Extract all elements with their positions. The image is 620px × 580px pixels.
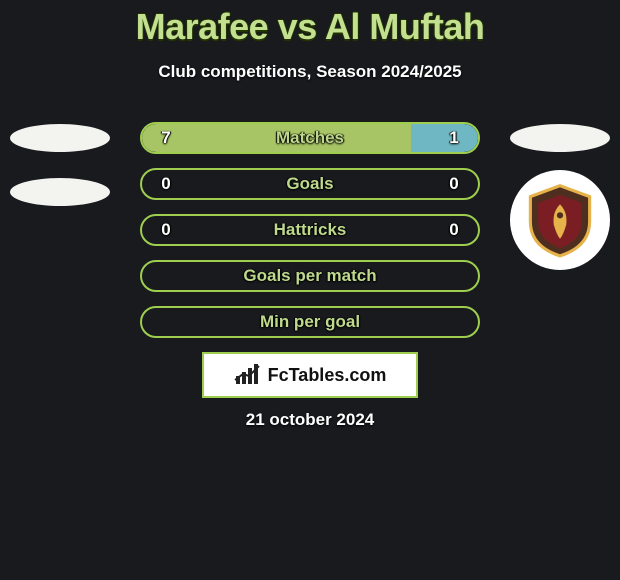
date-stamp: 21 october 2024 <box>0 410 620 430</box>
team-slot-left <box>10 118 110 158</box>
stat-label: Goals <box>142 170 478 198</box>
stat-row: Goals per match <box>140 260 480 292</box>
team-slot-left <box>10 172 110 212</box>
team-placeholder-icon <box>510 124 610 152</box>
stat-value-left: 0 <box>146 216 186 244</box>
stat-row: Min per goal <box>140 306 480 338</box>
brand-bars-icon <box>234 364 262 386</box>
stat-label: Goals per match <box>142 262 478 290</box>
stat-row: 0 0Hattricks <box>140 214 480 246</box>
team-slot-right <box>510 118 610 158</box>
stat-rows: 71Matches00Goals00HattricksGoals per mat… <box>140 122 480 338</box>
bar-fill-left <box>142 124 411 152</box>
team-placeholder-icon <box>10 178 110 206</box>
page-title: Marafee vs Al Muftah <box>0 0 620 48</box>
stat-value-right: 0 <box>434 170 474 198</box>
team-placeholder-icon <box>10 124 110 152</box>
brand-text: FcTables.com <box>268 365 387 386</box>
bar-fill-right <box>411 124 478 152</box>
team-slot-right <box>510 170 610 270</box>
team-crest-icon <box>510 170 610 270</box>
brand-box: FcTables.com <box>202 352 418 398</box>
subtitle: Club competitions, Season 2024/2025 <box>0 62 620 82</box>
stat-row: 0 0Goals <box>140 168 480 200</box>
stat-row: 71Matches <box>140 122 480 154</box>
stat-value-right: 0 <box>434 216 474 244</box>
stat-value-left: 0 <box>146 170 186 198</box>
stat-label: Hattricks <box>142 216 478 244</box>
stat-label: Min per goal <box>142 308 478 336</box>
